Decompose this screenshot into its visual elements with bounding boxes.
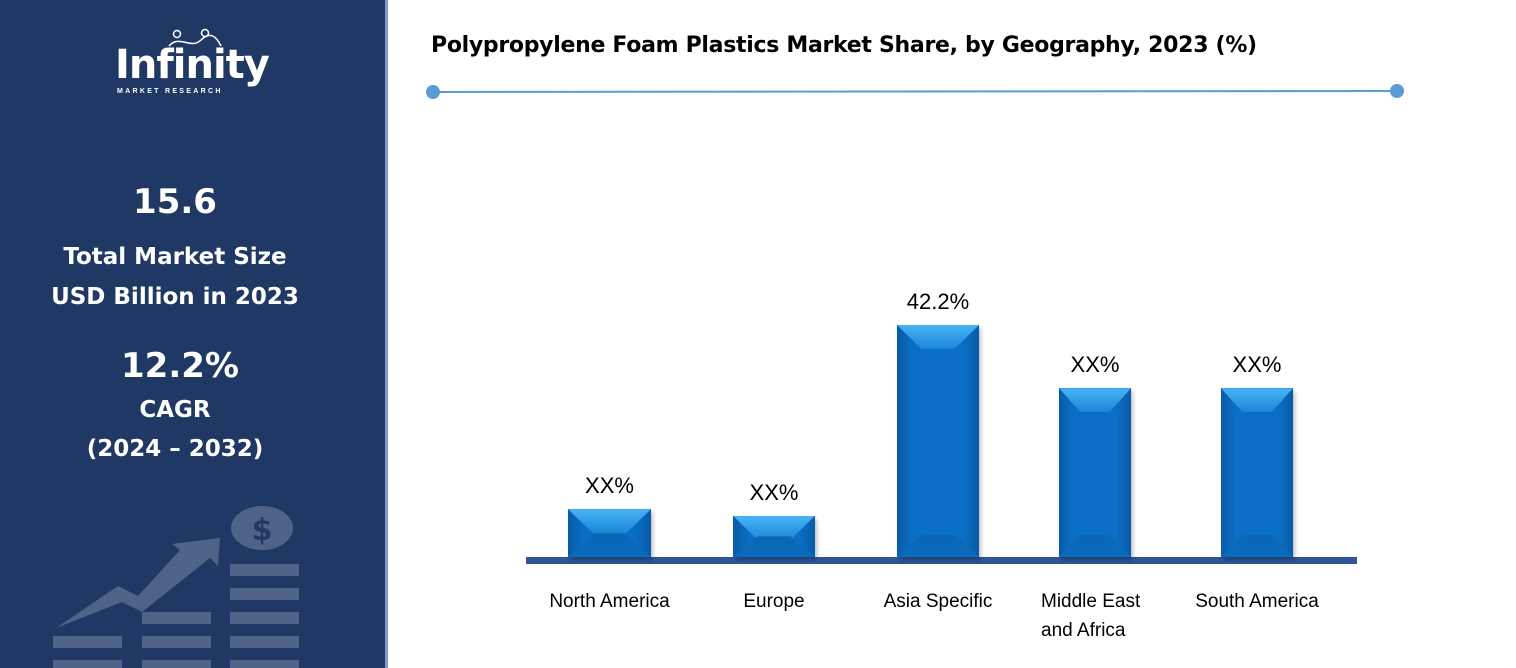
bar-0 (568, 509, 651, 557)
logo-subtitle: MARKET RESEARCH (117, 88, 223, 95)
data-label: 42.2% (906, 289, 970, 314)
cagr-period: (2024 – 2032) (86, 436, 264, 462)
sidebar: Infinity MARKET RESEARCH 15.6 Total Mark… (0, 0, 388, 668)
category-label-line: Asia Specific (883, 591, 993, 612)
title-rule (426, 84, 1404, 99)
category-label-line: Middle East (1041, 591, 1141, 612)
data-label: XX% (1232, 352, 1282, 378)
category-label-line: North America (549, 591, 670, 612)
infinity-logo: Infinity MARKET RESEARCH (115, 28, 270, 98)
cagr-value: 12.2% (121, 346, 239, 386)
data-label: XX% (749, 479, 799, 505)
rule-left-dot (426, 85, 440, 99)
category-label: North America (525, 587, 695, 616)
data-label: XX% (585, 473, 634, 499)
growth-chart-icon: $ (53, 506, 299, 668)
data-label: XX% (1070, 352, 1120, 378)
bar-3 (1059, 388, 1131, 557)
market-size-unit: USD Billion in 2023 (51, 284, 299, 310)
cagr-label: CAGR (139, 397, 211, 423)
category-label: Middle East and Africa (1010, 587, 1180, 645)
logo-figures-icon (168, 28, 222, 47)
logo-word: Infinity (115, 42, 270, 88)
svg-text:$: $ (252, 513, 273, 548)
bar-1 (733, 515, 815, 557)
bar-2 (897, 325, 979, 557)
rule-right-dot (1390, 84, 1404, 98)
x-axis-baseline (526, 557, 1357, 564)
category-label-line: Europe (743, 591, 805, 612)
category-label: Europe (689, 587, 859, 616)
market-size-value: 15.6 (133, 182, 217, 222)
chart-title: Polypropylene Foam Plastics Market Share… (431, 33, 1257, 58)
category-label: South America (1172, 587, 1342, 616)
category-label-line: and Africa (1041, 620, 1126, 641)
bar-4 (1221, 388, 1293, 557)
category-label: Asia Specific (853, 587, 1023, 616)
category-label-line: South America (1195, 591, 1319, 612)
market-size-label: Total Market Size (63, 244, 287, 270)
